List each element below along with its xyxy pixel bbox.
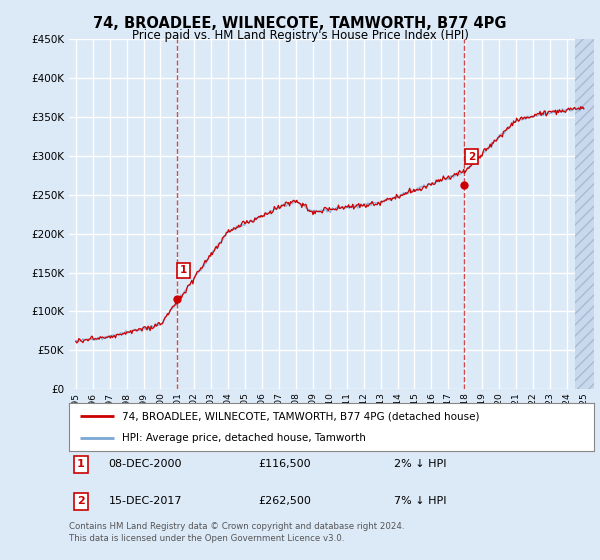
Text: 2% ↓ HPI: 2% ↓ HPI: [395, 459, 447, 469]
Text: 1: 1: [180, 265, 187, 276]
Text: 15-DEC-2017: 15-DEC-2017: [109, 496, 182, 506]
Bar: [575, 39, 594, 389]
Text: £262,500: £262,500: [258, 496, 311, 506]
Text: 08-DEC-2000: 08-DEC-2000: [109, 459, 182, 469]
Text: 74, BROADLEE, WILNECOTE, TAMWORTH, B77 4PG: 74, BROADLEE, WILNECOTE, TAMWORTH, B77 4…: [93, 16, 507, 31]
Text: 2: 2: [77, 496, 85, 506]
Text: HPI: Average price, detached house, Tamworth: HPI: Average price, detached house, Tamw…: [121, 433, 365, 443]
Text: 74, BROADLEE, WILNECOTE, TAMWORTH, B77 4PG (detached house): 74, BROADLEE, WILNECOTE, TAMWORTH, B77 4…: [121, 411, 479, 421]
Text: £116,500: £116,500: [258, 459, 311, 469]
Text: 2: 2: [468, 152, 475, 162]
Text: Price paid vs. HM Land Registry's House Price Index (HPI): Price paid vs. HM Land Registry's House …: [131, 29, 469, 42]
Text: 7% ↓ HPI: 7% ↓ HPI: [395, 496, 447, 506]
Text: Contains HM Land Registry data © Crown copyright and database right 2024.
This d: Contains HM Land Registry data © Crown c…: [69, 522, 404, 543]
Text: 1: 1: [77, 459, 85, 469]
